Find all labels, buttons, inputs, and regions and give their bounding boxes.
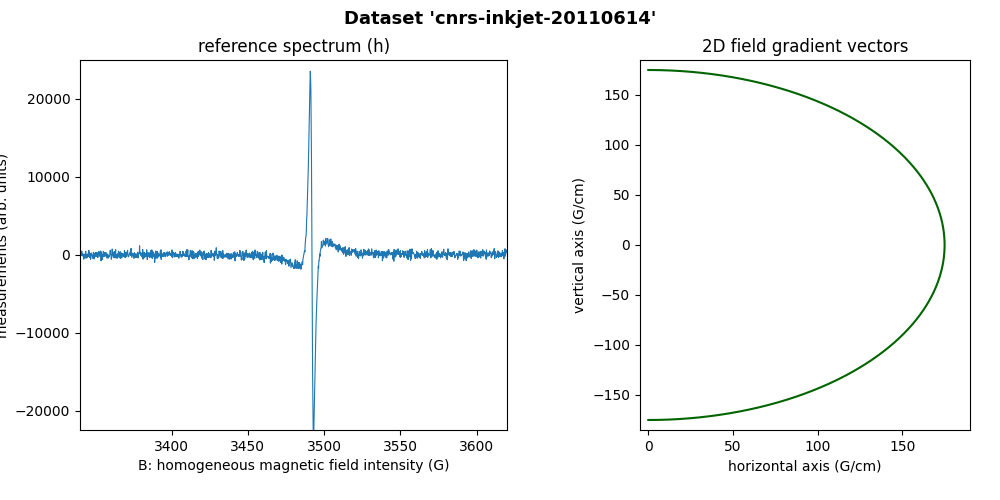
Title: 2D field gradient vectors: 2D field gradient vectors <box>702 38 908 56</box>
X-axis label: horizontal axis (G/cm): horizontal axis (G/cm) <box>728 460 882 473</box>
Title: reference spectrum (h): reference spectrum (h) <box>198 38 390 56</box>
Y-axis label: vertical axis (G/cm): vertical axis (G/cm) <box>573 177 587 313</box>
Text: Dataset 'cnrs-inkjet-20110614': Dataset 'cnrs-inkjet-20110614' <box>344 10 656 28</box>
Y-axis label: measurements (arb. units): measurements (arb. units) <box>0 152 9 338</box>
X-axis label: B: homogeneous magnetic field intensity (G): B: homogeneous magnetic field intensity … <box>138 460 449 473</box>
